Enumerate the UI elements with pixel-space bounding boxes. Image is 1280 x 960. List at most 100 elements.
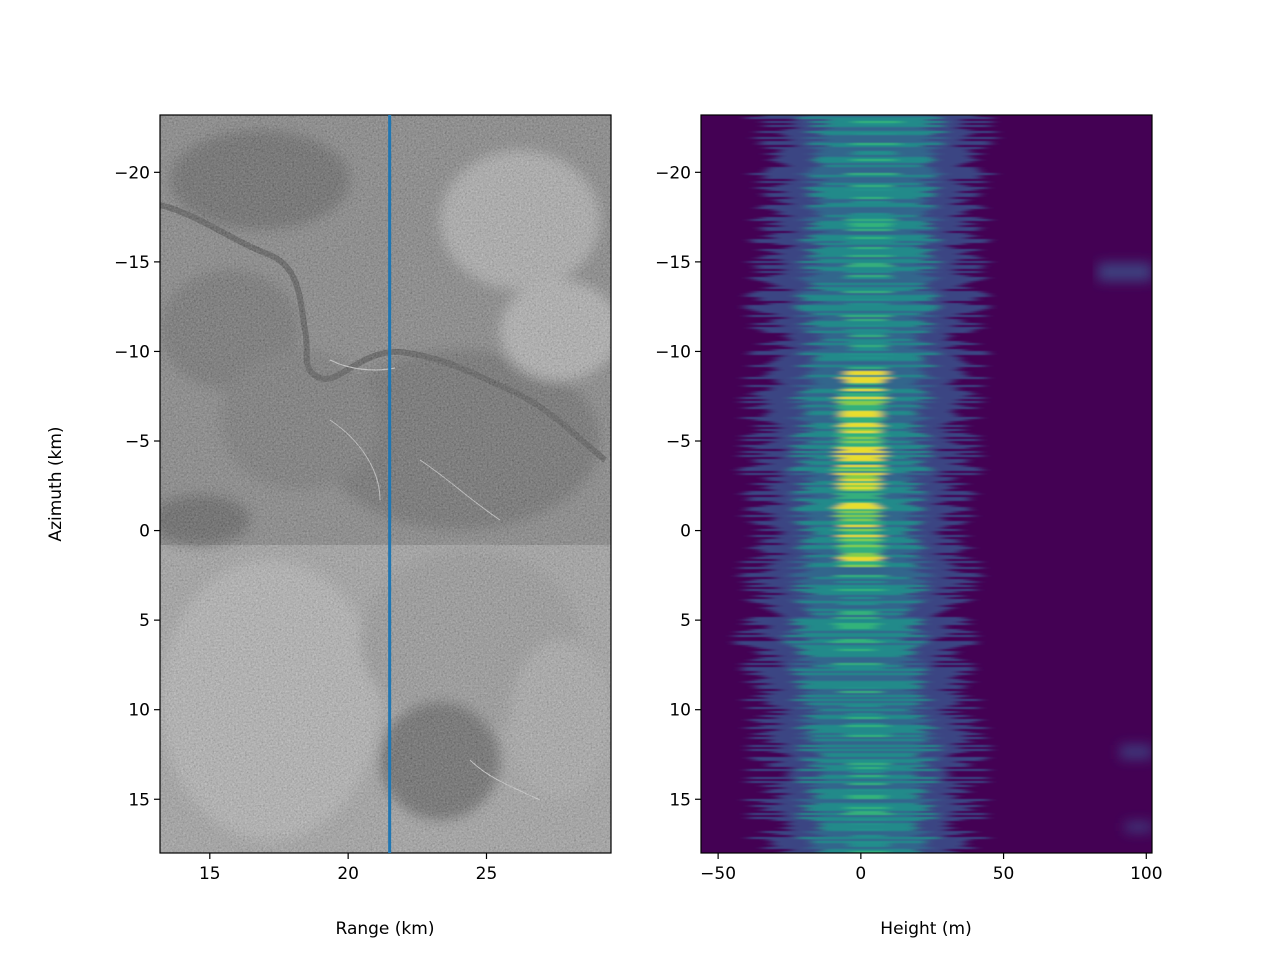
profile-row-middle xyxy=(800,657,914,659)
profile-row-middle xyxy=(799,737,937,739)
profile-row-core xyxy=(851,263,888,265)
profile-row-core xyxy=(849,357,888,359)
profile-row-middle xyxy=(819,317,914,319)
profile-row-core xyxy=(850,189,894,191)
left-y-tick-label: −20 xyxy=(114,163,150,183)
left-y-tick-label: −15 xyxy=(114,253,150,273)
profile-row-core xyxy=(837,585,885,587)
profile-row-middle xyxy=(793,673,924,675)
profile-row-core xyxy=(847,319,887,321)
profile-row-middle xyxy=(798,837,939,839)
profile-row-middle xyxy=(815,803,918,805)
profile-row-core xyxy=(852,201,891,203)
profile-row-core xyxy=(848,841,889,843)
profile-row-middle xyxy=(822,755,916,757)
left-y-tick-label: −5 xyxy=(125,432,150,452)
profile-row-core xyxy=(851,153,897,155)
profile-row-core xyxy=(843,437,879,439)
profile-row-core xyxy=(847,723,884,725)
profile-row-core xyxy=(853,121,902,123)
profile-row-middle xyxy=(801,633,911,635)
profile-row-core xyxy=(851,225,890,227)
profile-row-core xyxy=(838,687,882,689)
profile-row-middle xyxy=(813,665,903,667)
profile-row-middle xyxy=(808,287,928,289)
profile-row-middle xyxy=(821,163,926,165)
profile-row-core xyxy=(838,505,879,507)
left-y-tick-label: 0 xyxy=(139,522,150,542)
profile-row-middle xyxy=(812,283,925,285)
profile-row-middle xyxy=(816,157,932,159)
profile-row-middle xyxy=(804,715,926,717)
right-x-tick-label: 0 xyxy=(855,864,866,884)
profile-row-core xyxy=(838,461,883,463)
profile-row-middle xyxy=(802,607,914,609)
profile-row-middle xyxy=(818,155,930,157)
profile-row-core xyxy=(838,447,884,449)
profile-row-middle xyxy=(828,145,922,147)
profile-row-core xyxy=(841,517,876,519)
profile-row-middle xyxy=(814,833,923,835)
profile-row-core xyxy=(836,407,885,409)
profile-row-middle xyxy=(810,527,908,529)
profile-row-middle xyxy=(802,721,929,723)
profile-row-middle xyxy=(824,203,919,205)
profile-row-core xyxy=(846,303,888,305)
profile-row-core xyxy=(847,819,888,821)
profile-row-middle xyxy=(813,369,920,371)
profile-row-middle xyxy=(799,327,936,329)
profile-row-middle xyxy=(799,695,924,697)
profile-row-middle xyxy=(799,309,935,311)
profile-row-core xyxy=(841,613,875,615)
profile-row-core xyxy=(835,445,886,447)
profile-row-core xyxy=(848,235,893,237)
profile-row-middle xyxy=(790,567,932,569)
profile-row-middle xyxy=(823,165,923,167)
profile-row-middle xyxy=(811,167,934,169)
profile-row-core xyxy=(840,443,881,445)
profile-row-middle xyxy=(821,337,916,339)
profile-row-core xyxy=(849,349,890,351)
profile-row-middle xyxy=(803,453,918,455)
left-y-tick-label: −10 xyxy=(114,342,150,362)
profile-row-core xyxy=(839,603,879,605)
profile-row-core xyxy=(842,805,891,807)
profile-row-core xyxy=(845,265,893,267)
profile-row-middle xyxy=(808,711,919,713)
profile-row-middle xyxy=(818,355,920,357)
profile-row-core xyxy=(840,395,885,397)
profile-row-core xyxy=(844,705,882,707)
profile-row-core xyxy=(838,433,884,435)
profile-row-core xyxy=(834,667,883,669)
profile-row-middle xyxy=(814,243,926,245)
profile-row-middle xyxy=(805,181,939,183)
profile-row-core xyxy=(838,465,883,467)
profile-row-core xyxy=(838,425,883,427)
profile-row-middle xyxy=(804,297,931,299)
profile-row-middle xyxy=(818,787,917,789)
profile-row-middle xyxy=(820,773,916,775)
profile-row-core xyxy=(845,449,877,451)
profile-row-core xyxy=(843,457,878,459)
profile-row-middle xyxy=(825,245,915,247)
profile-row-middle xyxy=(799,757,939,759)
profile-row-middle xyxy=(804,137,948,139)
profile-row-core xyxy=(834,469,886,471)
profile-row-middle xyxy=(804,311,930,313)
profile-row-core xyxy=(848,797,885,799)
profile-row-middle xyxy=(805,801,928,803)
profile-row-core xyxy=(844,291,892,293)
profile-row-middle xyxy=(798,777,938,779)
profile-row-core xyxy=(835,455,887,457)
profile-row-middle xyxy=(797,293,938,295)
profile-row-middle xyxy=(822,821,914,823)
profile-row-core xyxy=(841,489,878,491)
profile-row-middle xyxy=(804,257,935,259)
left-y-tick-label: 10 xyxy=(128,701,150,721)
profile-row-core xyxy=(847,383,882,385)
profile-row-core xyxy=(853,347,885,349)
profile-row-middle xyxy=(809,765,927,767)
profile-row-core xyxy=(840,413,881,415)
